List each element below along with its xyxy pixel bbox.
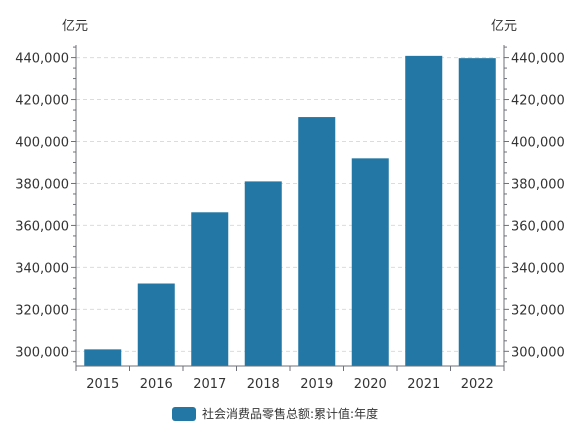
bar-2019 bbox=[298, 117, 336, 366]
y-tick-label-right: 380,000 bbox=[511, 177, 565, 192]
x-tick-label: 2015 bbox=[86, 377, 119, 392]
y-tick-label-left: 340,000 bbox=[15, 261, 69, 276]
y-tick-label-left: 380,000 bbox=[15, 177, 69, 192]
bar-2018 bbox=[244, 181, 282, 366]
bar-2022 bbox=[458, 58, 496, 367]
legend-label[interactable]: 社会消费品零售总额:累计值:年度 bbox=[202, 406, 378, 421]
y-axis-unit-left: 亿元 bbox=[62, 19, 88, 34]
y-tick-label-left: 300,000 bbox=[15, 345, 69, 360]
legend-swatch[interactable] bbox=[172, 407, 196, 421]
bar-2021 bbox=[405, 55, 443, 367]
y-tick-label-right: 360,000 bbox=[511, 219, 565, 234]
bars-group bbox=[84, 55, 496, 367]
x-tick-label: 2021 bbox=[407, 377, 440, 392]
x-tick-label: 2018 bbox=[247, 377, 280, 392]
y-tick-label-left: 360,000 bbox=[15, 219, 69, 234]
y-tick-label-left: 440,000 bbox=[15, 52, 69, 67]
y-tick-label-right: 340,000 bbox=[511, 261, 565, 276]
bar-2017 bbox=[191, 212, 229, 366]
y-tick-label-left: 320,000 bbox=[15, 303, 69, 318]
x-tick-label: 2022 bbox=[461, 377, 494, 392]
axes: 300,000 300,000 320,000 320,000 340,000 340,0… bbox=[15, 45, 565, 392]
y-tick-label-left: 420,000 bbox=[15, 94, 69, 109]
y-tick-label-right: 320,000 bbox=[511, 303, 565, 318]
y-tick-label-right: 420,000 bbox=[511, 94, 565, 109]
x-tick-label: 2020 bbox=[354, 377, 387, 392]
y-tick-label-right: 400,000 bbox=[511, 136, 565, 151]
bar-2015 bbox=[84, 349, 122, 366]
x-tick-label: 2019 bbox=[300, 377, 333, 392]
bar-2020 bbox=[351, 158, 389, 366]
y-axis-unit-right: 亿元 bbox=[491, 19, 517, 34]
y-tick-label-right: 300,000 bbox=[511, 345, 565, 360]
x-tick-label: 2017 bbox=[193, 377, 226, 392]
y-tick-label-right: 440,000 bbox=[511, 52, 565, 67]
legend[interactable]: 社会消费品零售总额:累计值:年度 bbox=[172, 406, 378, 421]
x-tick-label: 2016 bbox=[140, 377, 173, 392]
y-tick-label-left: 400,000 bbox=[15, 136, 69, 151]
bar-2016 bbox=[137, 283, 175, 366]
